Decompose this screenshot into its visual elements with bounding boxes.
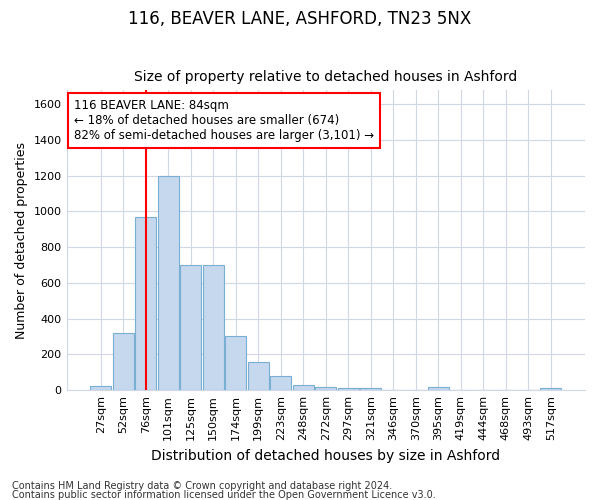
Bar	[225, 336, 247, 390]
Text: Contains HM Land Registry data © Crown copyright and database right 2024.: Contains HM Land Registry data © Crown c…	[12, 481, 392, 491]
Text: Contains public sector information licensed under the Open Government Licence v3: Contains public sector information licen…	[12, 490, 436, 500]
Bar	[428, 388, 449, 390]
Bar	[180, 265, 202, 390]
Title: Size of property relative to detached houses in Ashford: Size of property relative to detached ho…	[134, 70, 517, 85]
Y-axis label: Number of detached properties: Number of detached properties	[15, 142, 28, 338]
Bar	[270, 376, 292, 390]
Text: 116, BEAVER LANE, ASHFORD, TN23 5NX: 116, BEAVER LANE, ASHFORD, TN23 5NX	[128, 10, 472, 28]
Bar	[113, 333, 134, 390]
Bar	[315, 386, 337, 390]
Bar	[158, 176, 179, 390]
Bar	[540, 388, 562, 390]
Bar	[360, 388, 382, 390]
Text: 116 BEAVER LANE: 84sqm
← 18% of detached houses are smaller (674)
82% of semi-de: 116 BEAVER LANE: 84sqm ← 18% of detached…	[74, 99, 374, 142]
Bar	[293, 385, 314, 390]
X-axis label: Distribution of detached houses by size in Ashford: Distribution of detached houses by size …	[151, 448, 500, 462]
Bar	[338, 388, 359, 390]
Bar	[203, 265, 224, 390]
Bar	[90, 386, 112, 390]
Bar	[135, 217, 157, 390]
Bar	[248, 362, 269, 390]
